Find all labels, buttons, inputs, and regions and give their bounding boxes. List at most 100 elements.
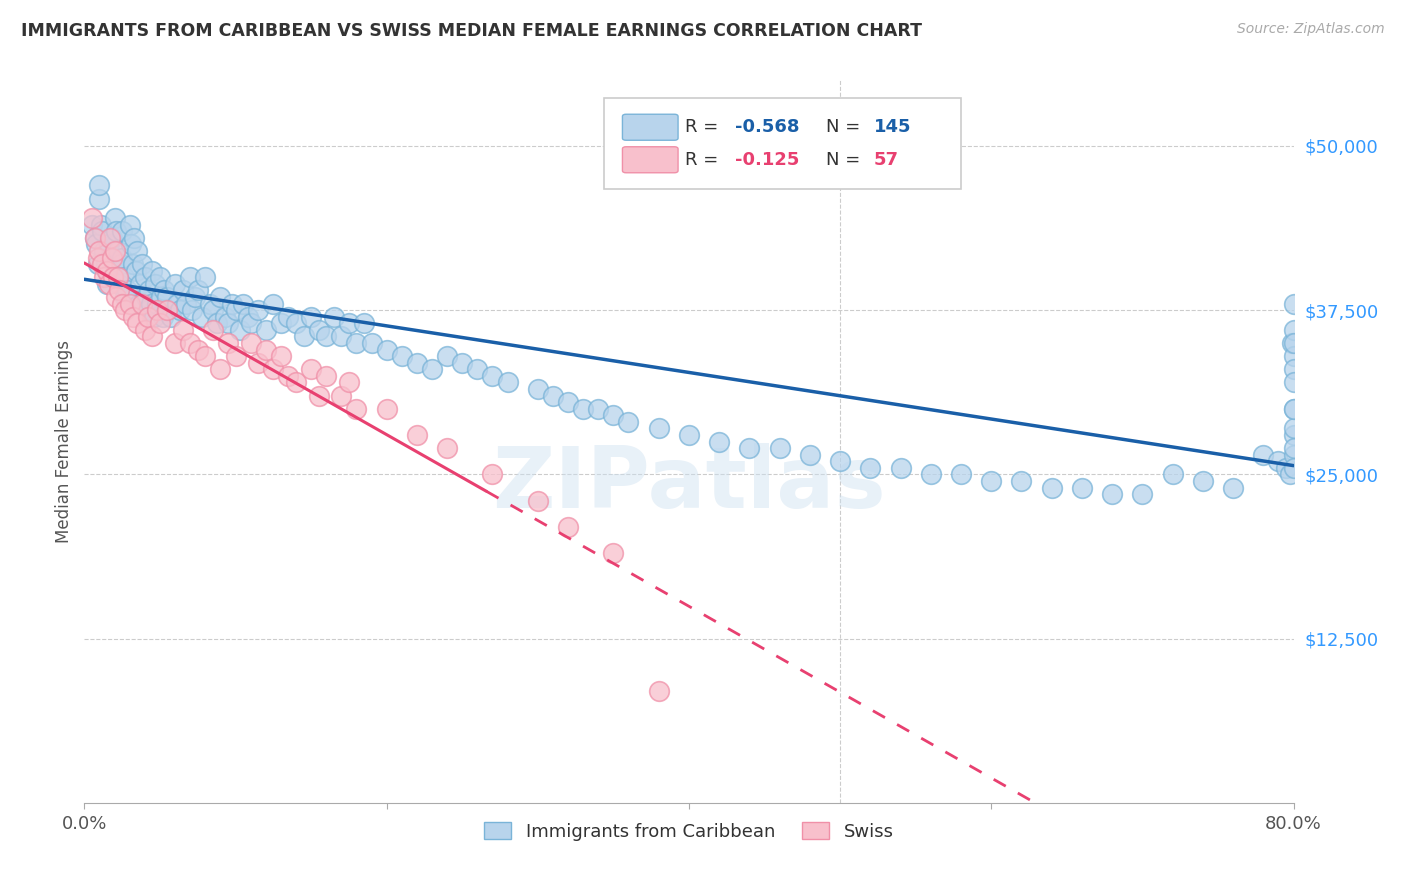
Point xyxy=(1282,362,1305,376)
Point xyxy=(214,310,236,324)
Point xyxy=(346,401,368,416)
Text: R =: R = xyxy=(685,119,724,136)
Point xyxy=(122,231,145,245)
Point xyxy=(180,303,202,318)
Point xyxy=(247,303,270,318)
Point xyxy=(165,277,187,291)
Point xyxy=(1282,421,1305,435)
Point xyxy=(467,362,489,376)
Point xyxy=(131,257,153,271)
Point xyxy=(588,401,610,416)
Point xyxy=(107,270,129,285)
Point xyxy=(96,277,118,291)
Point xyxy=(1282,296,1305,310)
Point xyxy=(337,316,360,330)
Point xyxy=(125,264,148,278)
Point xyxy=(709,434,731,449)
Point xyxy=(179,270,201,285)
Point xyxy=(1282,401,1305,416)
Point xyxy=(262,362,284,376)
Text: 57: 57 xyxy=(875,151,898,169)
Point xyxy=(100,231,122,245)
Point xyxy=(207,316,229,330)
Point xyxy=(1101,487,1123,501)
Point xyxy=(80,218,103,232)
Point xyxy=(1267,454,1289,468)
Point xyxy=(890,460,912,475)
Point xyxy=(236,310,259,324)
Point xyxy=(360,336,382,351)
Point xyxy=(87,257,110,271)
Point xyxy=(527,493,550,508)
Point xyxy=(128,296,150,310)
Point xyxy=(141,264,163,278)
Point xyxy=(299,310,322,324)
Point xyxy=(322,310,344,324)
Point xyxy=(105,224,128,238)
Point xyxy=(146,296,169,310)
Point xyxy=(121,257,143,271)
Point xyxy=(1282,448,1305,462)
Point xyxy=(127,244,149,258)
Point xyxy=(172,323,194,337)
Point xyxy=(541,388,564,402)
Point xyxy=(1192,474,1215,488)
Point xyxy=(201,303,224,318)
Point xyxy=(108,284,131,298)
Point xyxy=(86,237,108,252)
Point xyxy=(150,290,173,304)
Point xyxy=(194,270,217,285)
Point xyxy=(1282,323,1305,337)
Point xyxy=(121,310,143,324)
Point xyxy=(217,336,239,351)
Point xyxy=(111,224,134,238)
Point xyxy=(769,441,792,455)
Point xyxy=(135,290,157,304)
Point xyxy=(406,356,429,370)
Text: 145: 145 xyxy=(875,119,911,136)
Point xyxy=(254,323,277,337)
Point xyxy=(118,296,141,310)
Point xyxy=(229,323,252,337)
Point xyxy=(239,336,262,351)
Point xyxy=(136,310,159,324)
Point xyxy=(217,316,239,330)
FancyBboxPatch shape xyxy=(623,147,678,173)
Point xyxy=(93,270,115,285)
Point xyxy=(139,296,162,310)
Point xyxy=(108,277,131,291)
FancyBboxPatch shape xyxy=(623,114,678,140)
Point xyxy=(107,270,129,285)
Point xyxy=(97,237,120,252)
Point xyxy=(572,401,595,416)
Point xyxy=(187,284,209,298)
Point xyxy=(134,323,156,337)
Point xyxy=(292,329,315,343)
Text: -0.125: -0.125 xyxy=(735,151,799,169)
Point xyxy=(105,290,128,304)
Text: R =: R = xyxy=(685,151,724,169)
Point xyxy=(920,467,942,482)
Point xyxy=(201,323,224,337)
Point xyxy=(169,303,191,318)
Point xyxy=(1281,336,1303,351)
Point xyxy=(120,237,142,252)
Point xyxy=(165,336,187,351)
Point xyxy=(1130,487,1153,501)
Point xyxy=(406,428,429,442)
Point xyxy=(94,257,117,271)
Point xyxy=(138,284,160,298)
Y-axis label: Median Female Earnings: Median Female Earnings xyxy=(55,340,73,543)
Point xyxy=(391,349,413,363)
Point xyxy=(179,336,201,351)
Point xyxy=(209,290,232,304)
Point xyxy=(481,467,503,482)
Text: IMMIGRANTS FROM CARIBBEAN VS SWISS MEDIAN FEMALE EARNINGS CORRELATION CHART: IMMIGRANTS FROM CARIBBEAN VS SWISS MEDIA… xyxy=(21,22,922,40)
Point xyxy=(330,388,353,402)
Point xyxy=(114,290,136,304)
Point xyxy=(1011,474,1033,488)
Point xyxy=(114,303,136,318)
Point xyxy=(136,303,159,318)
Point xyxy=(527,382,550,396)
Point xyxy=(617,415,640,429)
